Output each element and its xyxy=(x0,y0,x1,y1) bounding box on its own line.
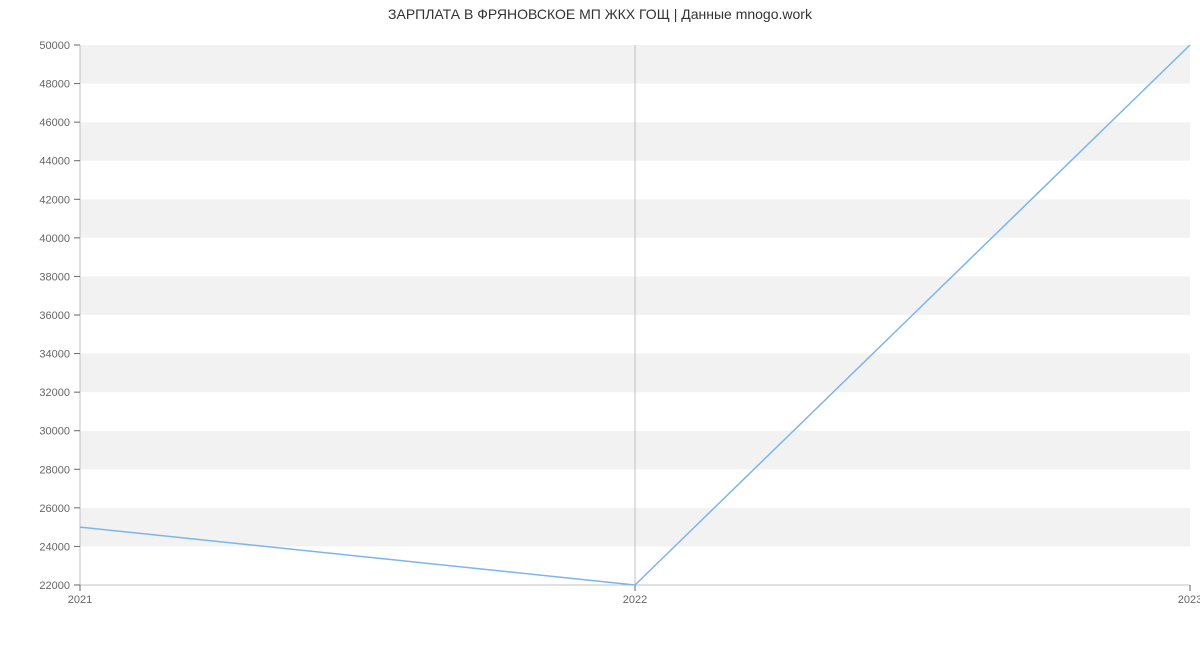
y-axis-label: 26000 xyxy=(39,503,70,515)
x-axis-label: 2022 xyxy=(623,594,647,606)
y-axis-label: 24000 xyxy=(39,541,70,553)
y-axis-label: 38000 xyxy=(39,271,70,283)
salary-line-chart: ЗАРПЛАТА В ФРЯНОВСКОЕ МП ЖКХ ГОЩ | Данны… xyxy=(0,0,1200,650)
chart-svg: 22000 24000 26000 28000 30000 32000 34000 36000… xyxy=(0,0,1200,650)
y-axis-label: 40000 xyxy=(39,233,70,245)
y-axis-label: 50000 xyxy=(39,40,70,52)
y-axis-label: 28000 xyxy=(39,464,70,476)
y-axis-label: 34000 xyxy=(39,349,70,361)
y-axis-label: 44000 xyxy=(39,156,70,168)
y-axis-label: 42000 xyxy=(39,194,70,206)
x-axis-label: 2021 xyxy=(68,594,92,606)
y-axis-label: 36000 xyxy=(39,310,70,322)
y-axis-label: 22000 xyxy=(39,580,70,592)
y-axis-label: 46000 xyxy=(39,117,70,129)
x-axis-label: 2023 xyxy=(1178,594,1200,606)
chart-title: ЗАРПЛАТА В ФРЯНОВСКОЕ МП ЖКХ ГОЩ | Данны… xyxy=(0,6,1200,22)
y-axis-label: 30000 xyxy=(39,426,70,438)
y-axis-label: 48000 xyxy=(39,79,70,91)
y-axis-label: 32000 xyxy=(39,387,70,399)
